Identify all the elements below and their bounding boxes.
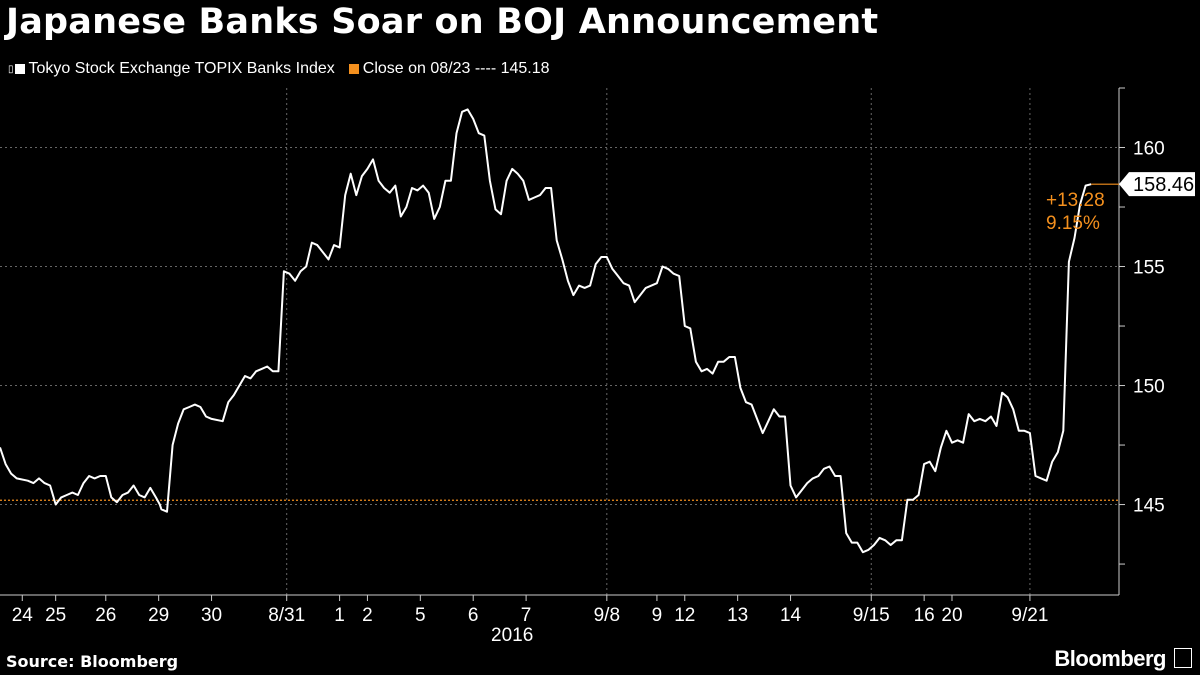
bloomberg-terminal-icon bbox=[1174, 648, 1192, 668]
x-tick-label: 24 bbox=[12, 605, 34, 626]
x-tick-label: 26 bbox=[95, 605, 116, 626]
change-percent-label: 9.15% bbox=[1046, 213, 1100, 234]
legend-swatch-index bbox=[14, 64, 25, 74]
legend-item-index: ▯ Tokyo Stock Exchange TOPIX Banks Index bbox=[8, 60, 335, 78]
x-tick-label: 30 bbox=[201, 605, 222, 626]
x-tick-label: 6 bbox=[468, 605, 479, 626]
x-tick-label: 20 bbox=[941, 605, 962, 626]
y-tick-label: 145 bbox=[1133, 496, 1165, 517]
x-tick-label: 5 bbox=[415, 605, 426, 626]
legend: ▯ Tokyo Stock Exchange TOPIX Banks Index… bbox=[8, 60, 564, 78]
legend-label-index: Tokyo Stock Exchange TOPIX Banks Index bbox=[28, 60, 335, 77]
y-tick-label: 160 bbox=[1133, 139, 1165, 160]
x-tick-label: 7 bbox=[521, 605, 532, 626]
x-tick-label: 12 bbox=[674, 605, 695, 626]
chart-title: Japanese Banks Soar on BOJ Announcement bbox=[6, 2, 879, 42]
x-tick-label: 1 bbox=[334, 605, 345, 626]
legend-toggle-icon: ▯ bbox=[8, 63, 14, 75]
legend-label-close: Close on 08/23 ---- 145.18 bbox=[362, 60, 550, 77]
x-tick-label: 13 bbox=[727, 605, 748, 626]
x-tick-label: 8/31 bbox=[268, 605, 305, 626]
source-note: Source: Bloomberg bbox=[6, 652, 179, 671]
x-tick-label: 9/8 bbox=[594, 605, 620, 626]
x-tick-label: 25 bbox=[45, 605, 66, 626]
x-tick-label: 14 bbox=[780, 605, 802, 626]
series-line-topix-banks bbox=[0, 108, 1092, 554]
x-tick-label: 2 bbox=[362, 605, 373, 626]
legend-swatch-close bbox=[348, 64, 359, 74]
x-tick-label: 9/21 bbox=[1011, 605, 1048, 626]
x-tick-label: 16 bbox=[914, 605, 935, 626]
y-tick-label: 155 bbox=[1133, 258, 1165, 279]
change-value-label: +13.28 bbox=[1046, 190, 1105, 211]
brand-logo: Bloomberg bbox=[1054, 646, 1166, 671]
x-tick-label: 9 bbox=[652, 605, 663, 626]
last-value-label: 158.46 bbox=[1133, 174, 1194, 196]
y-tick-label: 150 bbox=[1133, 377, 1165, 398]
last-value-tag bbox=[1119, 172, 1195, 197]
x-tick-label: 9/15 bbox=[853, 605, 890, 626]
x-year-label: 2016 bbox=[491, 625, 533, 646]
x-tick-label: 29 bbox=[148, 605, 169, 626]
legend-item-close: Close on 08/23 ---- 145.18 bbox=[348, 60, 550, 78]
